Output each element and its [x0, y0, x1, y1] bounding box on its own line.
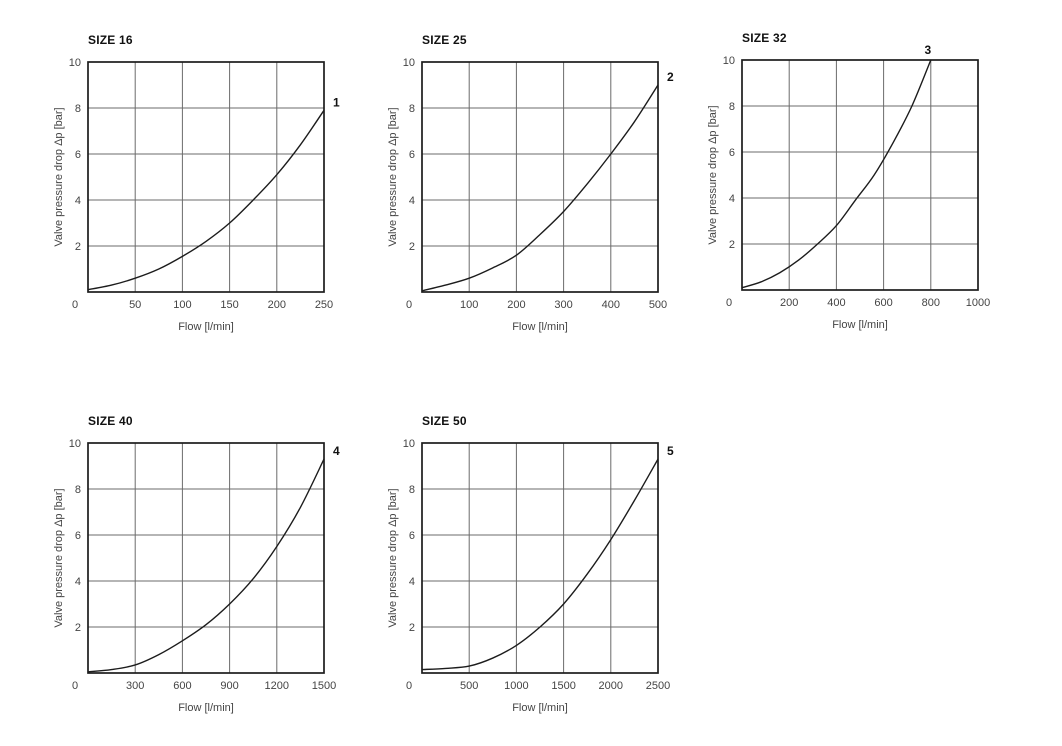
x-tick-label: 600: [173, 680, 191, 692]
pressure-drop-curve: [741, 59, 932, 289]
y-tick-label: 8: [75, 484, 81, 496]
y-tick-label: 4: [409, 195, 415, 207]
plot-area: 0 300 600 900 1200 1500 2 4 6 8 10 4: [69, 438, 340, 692]
x-tick-label: 100: [460, 299, 478, 311]
x-tick-label: 1000: [966, 297, 990, 309]
x-axis-label: Flow [l/min]: [512, 702, 568, 714]
x-tick-label: 0: [72, 680, 78, 692]
y-tick-label: 2: [75, 241, 81, 253]
y-tick-label: 10: [403, 57, 415, 69]
y-tick-label: 6: [409, 149, 415, 161]
x-tick-label: 0: [726, 297, 732, 309]
y-tick-label: 4: [409, 576, 415, 588]
chart-size-25: SIZE 25 Valve pressure drop Δp [bar] 0 10…: [385, 33, 695, 337]
chart-size-16: SIZE 16 Valve pressure drop Δp [bar] 0 50…: [51, 33, 361, 337]
y-tick-label: 8: [409, 103, 415, 115]
y-tick-label: 8: [729, 101, 735, 113]
pressure-drop-curve: [87, 458, 325, 673]
y-tick-label: 6: [409, 530, 415, 542]
pressure-drop-curve: [421, 84, 659, 292]
y-tick-label: 8: [409, 484, 415, 496]
x-tick-label: 500: [649, 299, 667, 311]
y-tick-label: 10: [69, 438, 81, 450]
y-tick-label: 6: [75, 530, 81, 542]
x-tick-label: 0: [406, 299, 412, 311]
x-tick-label: 400: [827, 297, 845, 309]
curve-number-label: 3: [924, 43, 931, 57]
x-tick-label: 300: [554, 299, 572, 311]
plot-area: 0 500 1000 1500 2000 2500 2 4 6 8 10 5: [403, 438, 674, 692]
y-tick-label: 10: [403, 438, 415, 450]
y-tick-label: 8: [75, 103, 81, 115]
x-tick-label: 200: [507, 299, 525, 311]
pressure-drop-curve: [87, 109, 325, 291]
plot-frame: [421, 442, 659, 674]
x-axis-label: Flow [l/min]: [178, 702, 234, 714]
x-axis-label: Flow [l/min]: [512, 321, 568, 333]
plot-frame: [741, 59, 979, 291]
chart-title: SIZE 50: [422, 414, 467, 428]
x-tick-label: 1000: [504, 680, 528, 692]
y-tick-label: 2: [75, 622, 81, 634]
y-tick-label: 2: [729, 239, 735, 251]
y-tick-label: 2: [409, 622, 415, 634]
x-tick-label: 50: [129, 299, 141, 311]
y-tick-label: 4: [729, 193, 735, 205]
x-tick-label: 2500: [646, 680, 670, 692]
y-tick-label: 4: [75, 195, 81, 207]
plot-area: 0 50 100 150 200 250 2 4 6 8 10 1: [69, 57, 340, 311]
chart-title: SIZE 40: [88, 414, 133, 428]
x-axis-label: Flow [l/min]: [832, 319, 888, 331]
curve-number-label: 2: [667, 70, 674, 84]
curve-number-label: 5: [667, 444, 674, 458]
x-tick-label: 150: [220, 299, 238, 311]
x-tick-label: 100: [173, 299, 191, 311]
x-tick-label: 1500: [312, 680, 336, 692]
chart-title: SIZE 16: [88, 33, 133, 47]
x-tick-label: 300: [126, 680, 144, 692]
plot-frame: [421, 61, 659, 293]
x-tick-label: 250: [315, 299, 333, 311]
y-tick-label: 6: [75, 149, 81, 161]
x-tick-label: 900: [220, 680, 238, 692]
x-tick-label: 0: [406, 680, 412, 692]
chart-title: SIZE 25: [422, 33, 467, 47]
x-tick-label: 1500: [551, 680, 575, 692]
x-tick-label: 1200: [265, 680, 289, 692]
chart-size-40: SIZE 40 Valve pressure drop Δp [bar] 0 30…: [51, 414, 361, 718]
x-axis-label: Flow [l/min]: [178, 321, 234, 333]
x-tick-label: 0: [72, 299, 78, 311]
y-tick-label: 6: [729, 147, 735, 159]
x-tick-label: 600: [874, 297, 892, 309]
chart-size-50: SIZE 50 Valve pressure drop Δp [bar] 0 50…: [385, 414, 695, 718]
y-tick-label: 2: [409, 241, 415, 253]
plot-area: 0 100 200 300 400 500 2 4 6 8 10 2: [403, 57, 674, 311]
x-tick-label: 800: [922, 297, 940, 309]
curve-number-label: 4: [333, 444, 340, 458]
curve-number-label: 1: [333, 95, 340, 109]
pressure-drop-curve: [421, 458, 659, 671]
x-tick-label: 500: [460, 680, 478, 692]
plot-frame: [87, 442, 325, 674]
y-tick-label: 10: [69, 57, 81, 69]
chart-size-32: SIZE 32 Valve pressure drop Δp [bar] 0 20…: [705, 31, 1015, 335]
plot-frame: [87, 61, 325, 293]
plot-area: 0 200 400 600 800 1000 2 4 6 8 10 3: [723, 43, 990, 309]
y-tick-label: 10: [723, 55, 735, 67]
y-tick-label: 4: [75, 576, 81, 588]
chart-title: SIZE 32: [742, 31, 787, 45]
x-tick-label: 200: [780, 297, 798, 309]
x-tick-label: 400: [602, 299, 620, 311]
x-tick-label: 200: [268, 299, 286, 311]
x-tick-label: 2000: [599, 680, 623, 692]
